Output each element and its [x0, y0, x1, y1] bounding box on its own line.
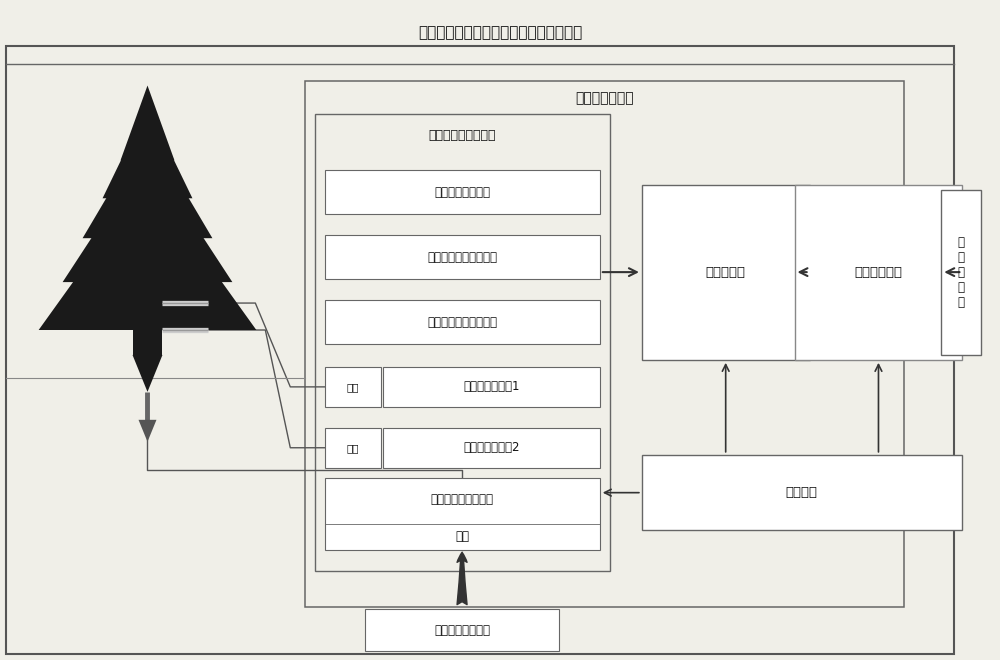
Text: 电势差测量电路1: 电势差测量电路1	[464, 380, 520, 393]
FancyBboxPatch shape	[383, 367, 600, 407]
Text: 土壤温湿度传感器: 土壤温湿度传感器	[434, 624, 490, 637]
Text: 土壤温湿度测量电路: 土壤温湿度测量电路	[431, 493, 494, 506]
Text: 接口: 接口	[347, 382, 359, 392]
Text: 无线通信模块: 无线通信模块	[854, 265, 902, 279]
FancyBboxPatch shape	[133, 220, 162, 355]
Text: 一种活立木电能及其环境参数测量的装置: 一种活立木电能及其环境参数测量的装置	[418, 25, 582, 40]
FancyBboxPatch shape	[941, 190, 981, 355]
Polygon shape	[83, 129, 212, 238]
Text: 接口: 接口	[347, 443, 359, 453]
FancyBboxPatch shape	[365, 609, 559, 651]
Text: 电势差测量电路2: 电势差测量电路2	[464, 442, 520, 454]
FancyBboxPatch shape	[325, 428, 381, 468]
FancyBboxPatch shape	[6, 46, 954, 654]
Polygon shape	[39, 178, 256, 330]
FancyBboxPatch shape	[325, 170, 600, 214]
FancyBboxPatch shape	[325, 367, 381, 407]
FancyBboxPatch shape	[642, 455, 962, 529]
FancyArrowPatch shape	[603, 268, 637, 276]
FancyBboxPatch shape	[325, 235, 600, 279]
FancyBboxPatch shape	[305, 81, 904, 607]
Text: 单片机模块: 单片机模块	[706, 265, 746, 279]
FancyArrowPatch shape	[800, 268, 807, 276]
FancyArrowPatch shape	[605, 489, 639, 496]
Polygon shape	[63, 152, 232, 282]
Polygon shape	[133, 355, 162, 392]
Text: 空气温度测量电路: 空气温度测量电路	[434, 186, 490, 199]
Polygon shape	[103, 106, 192, 198]
FancyBboxPatch shape	[325, 478, 600, 550]
FancyBboxPatch shape	[383, 428, 600, 468]
FancyBboxPatch shape	[795, 185, 962, 360]
Text: 接口: 接口	[455, 530, 469, 543]
Text: 远程数据采集器: 远程数据采集器	[576, 92, 634, 106]
Text: 电源模块: 电源模块	[786, 486, 818, 499]
Text: 空气相对湿度测量电路: 空气相对湿度测量电路	[427, 251, 497, 263]
Polygon shape	[139, 420, 156, 442]
Text: 远
程
服
务
器: 远 程 服 务 器	[958, 236, 965, 309]
FancyBboxPatch shape	[325, 300, 600, 344]
FancyBboxPatch shape	[315, 114, 610, 572]
Text: 环境光照强度测量电路: 环境光照强度测量电路	[427, 315, 497, 329]
FancyArrowPatch shape	[722, 364, 729, 452]
FancyArrowPatch shape	[946, 268, 960, 276]
Text: 传感器及其接口模块: 传感器及其接口模块	[428, 129, 496, 142]
Polygon shape	[121, 86, 174, 160]
FancyArrowPatch shape	[875, 364, 882, 452]
FancyArrowPatch shape	[457, 552, 467, 605]
FancyBboxPatch shape	[642, 185, 810, 360]
